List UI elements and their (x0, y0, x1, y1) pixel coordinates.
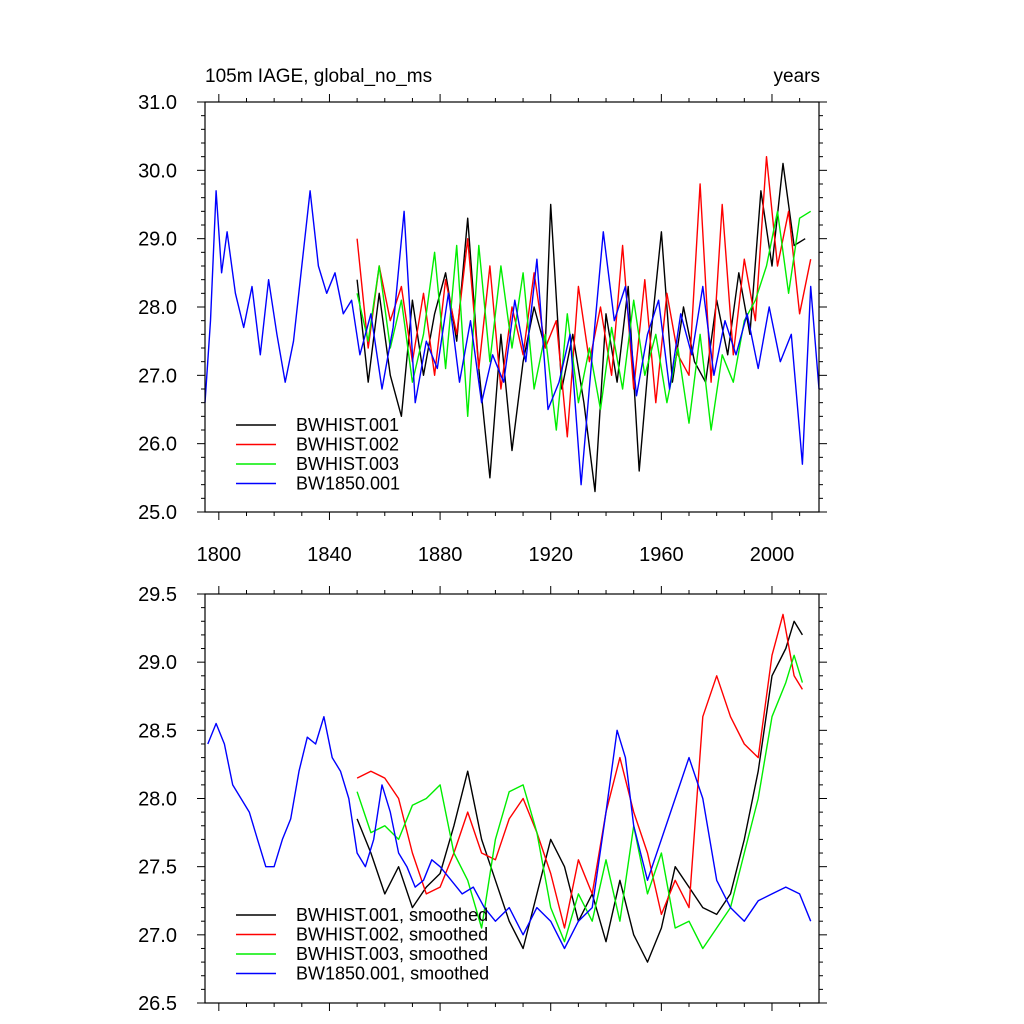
series-line-bwhist-003-smoothed (356, 654, 804, 950)
tick-marks (197, 586, 827, 1011)
x-tick-label: 2000 (750, 544, 795, 566)
y-tick-label: 28.0 (138, 297, 177, 319)
y-tick-label: 28.0 (138, 789, 177, 811)
chart-title: 105m IAGE, global_no_ms (205, 66, 432, 87)
series-lines (204, 155, 820, 493)
plot-frame (204, 593, 820, 1004)
legend-label: BWHIST.003, smoothed (296, 944, 488, 964)
y-tick-labels: 26.5 27.0 27.5 28.0 28.5 29.0 29.5 (138, 584, 177, 1015)
y-tick-label: 28.5 (138, 720, 177, 742)
series-line-bwhist-001 (356, 162, 806, 493)
x-tick-label: 1960 (639, 544, 684, 566)
legend-label: BW1850.001 (296, 474, 400, 494)
units-label: years (774, 66, 820, 87)
y-tick-label: 29.5 (138, 584, 177, 606)
panel-raw: 105m IAGE, global_no_ms years 25.0 26.0 27… (138, 66, 827, 566)
legend-label: BWHIST.003 (296, 454, 399, 474)
legend-label: BWHIST.001 (296, 415, 399, 435)
series-line-bwhist-003 (356, 210, 812, 431)
series-line-bwhist-002 (356, 155, 812, 438)
y-tick-label: 30.0 (138, 160, 177, 182)
y-tick-label: 31.0 (138, 92, 177, 114)
x-tick-labels: 1800 1840 1880 1920 1960 2000 (197, 544, 795, 566)
series-lines (207, 613, 812, 963)
legend-label: BWHIST.001, smoothed (296, 905, 488, 925)
x-tick-label: 1840 (307, 544, 352, 566)
panel-smoothed: 26.5 27.0 27.5 28.0 28.5 29.0 29.5 BWHIST.001,… (138, 584, 827, 1015)
tick-marks (197, 94, 827, 520)
legend-label: BW1850.001, smoothed (296, 964, 489, 984)
y-tick-label: 29.0 (138, 652, 177, 674)
x-tick-label: 1880 (418, 544, 463, 566)
y-tick-label: 27.0 (138, 365, 177, 387)
x-tick-label: 1800 (197, 544, 242, 566)
y-tick-label: 25.0 (138, 502, 177, 524)
y-tick-label: 29.0 (138, 229, 177, 251)
series-line-bwhist-002-smoothed (356, 613, 803, 929)
plot-frame (204, 101, 820, 513)
legend-label: BWHIST.002, smoothed (296, 925, 488, 945)
x-tick-label: 1920 (528, 544, 573, 566)
y-tick-label: 27.5 (138, 857, 177, 879)
y-tick-labels: 25.0 26.0 27.0 28.0 29.0 30.0 31.0 (138, 92, 177, 524)
y-tick-label: 27.0 (138, 925, 177, 947)
y-tick-label: 26.0 (138, 434, 177, 456)
series-line-bw1850-001 (204, 190, 820, 486)
legend-label: BWHIST.002 (296, 435, 399, 455)
series-line-bw1850-001-smoothed (207, 716, 812, 950)
y-tick-label: 26.5 (138, 993, 177, 1015)
